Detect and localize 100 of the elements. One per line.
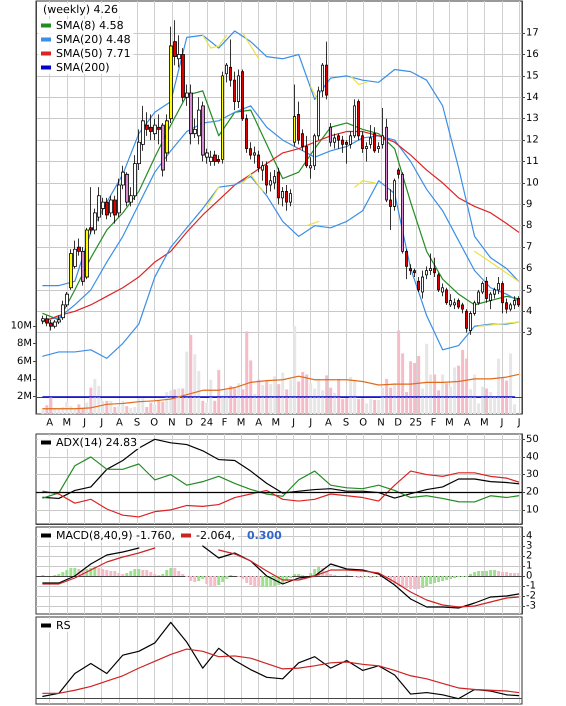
y-tick-label: 6 [526, 262, 532, 274]
bar [137, 569, 140, 576]
bar [65, 570, 68, 576]
bar [145, 570, 148, 576]
candlestick [513, 296, 516, 310]
bar [265, 380, 268, 414]
bar [453, 367, 456, 414]
bar [441, 374, 444, 414]
candlestick [49, 319, 53, 331]
y-tick-label: 11 [526, 156, 539, 167]
bar [489, 392, 492, 414]
legend-label: ADX(14) 24.83 [56, 436, 138, 449]
x-tick-label: J [500, 418, 504, 428]
x-tick-label: A [116, 418, 123, 428]
candlestick [429, 253, 432, 276]
y2-tick-label: 2M [17, 390, 32, 402]
bar [189, 576, 192, 581]
line-series [42, 470, 520, 518]
bar [125, 573, 128, 576]
bar [177, 571, 180, 576]
bar [193, 354, 196, 414]
bar [481, 386, 484, 414]
y2-tick-label: 4M [17, 373, 32, 384]
legend-label: SMA(8) 4.58 [56, 19, 124, 32]
legend-label: MACD(8,40,9) -1.760, [56, 529, 175, 542]
bar [501, 572, 504, 576]
candlestick [293, 84, 296, 147]
y-tick-label: 13 [526, 113, 539, 124]
bar [397, 330, 400, 414]
candlestick [149, 114, 153, 140]
bar [401, 576, 404, 587]
bar [357, 399, 360, 414]
bar [409, 576, 412, 589]
bar [477, 571, 480, 576]
bar [241, 576, 244, 579]
bar [293, 326, 296, 414]
y-tick-label: 0 [526, 570, 532, 582]
bar [277, 384, 280, 414]
bar [433, 374, 436, 414]
bar [405, 576, 408, 588]
bar [169, 568, 172, 576]
candlestick [457, 298, 460, 310]
bar [245, 331, 248, 414]
bar [445, 383, 448, 414]
x-tick-label: J [99, 418, 104, 428]
bar [205, 576, 208, 584]
bar [105, 570, 108, 576]
bar [441, 576, 444, 581]
y2-tick-label: 10M [10, 320, 32, 332]
bar [309, 383, 312, 414]
bar [365, 403, 368, 414]
candlestick [465, 308, 468, 334]
bar [213, 576, 216, 587]
x-tick-label: M [272, 418, 280, 428]
x-tick-label: J [516, 418, 521, 428]
bar [253, 576, 256, 586]
candlestick [461, 302, 464, 314]
bar [233, 388, 236, 414]
bar [429, 576, 432, 584]
bar [449, 576, 452, 579]
bar [517, 573, 520, 576]
bar [493, 570, 496, 576]
bar [117, 573, 120, 576]
bar [113, 406, 116, 414]
bar [265, 576, 268, 587]
legend-label: SMA(200) [56, 61, 110, 74]
x-tick-label: 24 [200, 418, 214, 428]
x-tick-label: A [324, 418, 332, 428]
candlestick [413, 268, 416, 278]
bar [305, 374, 308, 414]
x-tick-label: M [445, 418, 454, 428]
candlestick [373, 126, 376, 154]
bar [161, 402, 164, 414]
bar [41, 410, 44, 414]
bar [505, 380, 508, 414]
bar [165, 570, 168, 576]
candlestick [337, 133, 340, 150]
bar [273, 376, 276, 414]
bar [237, 383, 240, 414]
y-tick-label: 10 [526, 504, 539, 516]
bar [301, 372, 304, 414]
bar [209, 380, 212, 414]
y2-tick-label: 8M [17, 338, 32, 350]
bar [97, 568, 100, 576]
y-tick-label: -1 [526, 580, 536, 592]
bar [417, 356, 420, 414]
x-tick-label: 25 [409, 418, 422, 428]
candlestick [369, 124, 372, 150]
bar [393, 383, 396, 414]
x-tick-label: S [134, 418, 140, 428]
bar [433, 576, 436, 583]
bar [253, 394, 256, 414]
y-tick-label: 1 [526, 560, 532, 572]
bar [481, 571, 484, 576]
x-tick-label: O [150, 418, 158, 428]
bar [181, 388, 184, 414]
legend-label: SMA(20) 4.48 [56, 33, 131, 46]
y-tick-label: 10 [526, 177, 539, 188]
bar [361, 398, 364, 414]
bar [513, 573, 516, 576]
